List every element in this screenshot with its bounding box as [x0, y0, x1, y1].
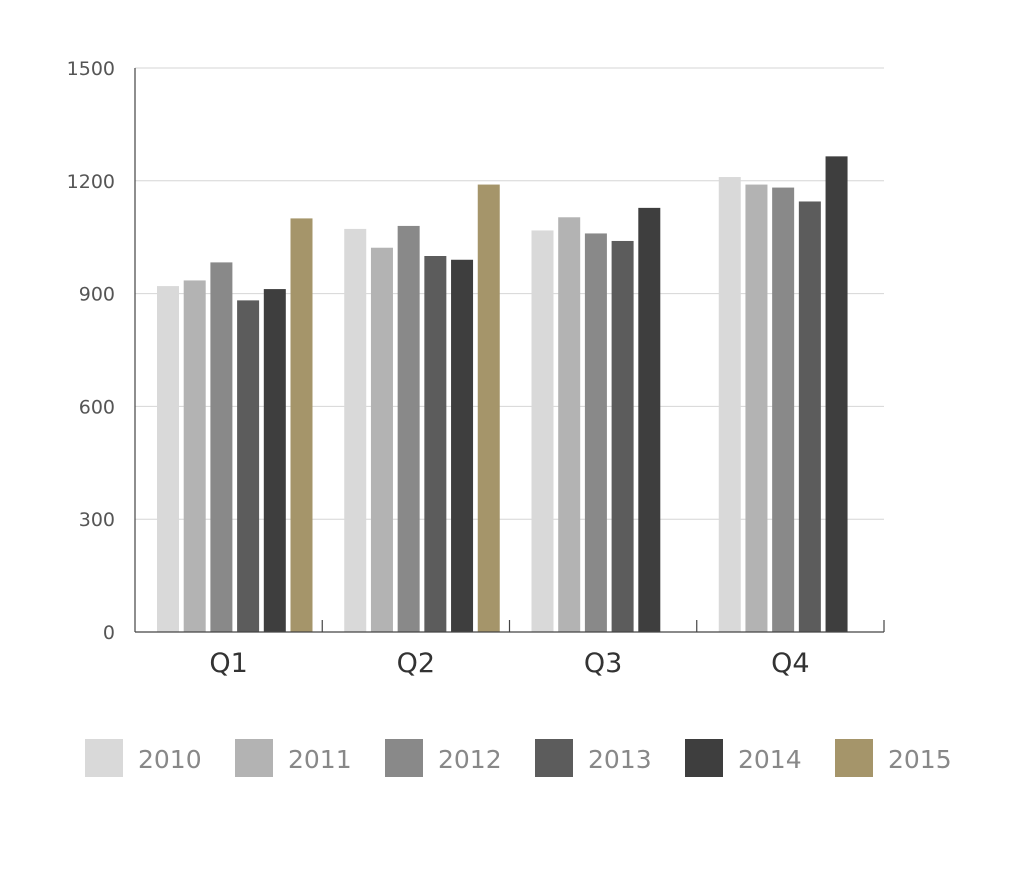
- legend: 2010 2011 2012 2013 2014 2015: [85, 739, 952, 777]
- bar-2011-Q1: [183, 280, 206, 632]
- bar-2012-Q3: [584, 233, 607, 632]
- legend-swatch: [835, 739, 873, 777]
- bar-2013-Q1: [237, 300, 260, 632]
- bar-2011-Q4: [745, 184, 768, 632]
- y-tick-label: 1500: [67, 58, 115, 80]
- legend-label: 2014: [738, 745, 802, 774]
- x-tick-label: Q1: [209, 648, 247, 679]
- bars: [157, 156, 848, 633]
- y-tick-label: 900: [79, 284, 115, 306]
- bar-2010-Q4: [718, 177, 741, 633]
- bar-2013-Q3: [611, 240, 634, 632]
- bar-2012-Q1: [210, 262, 233, 632]
- bar-2014-Q2: [451, 259, 474, 632]
- bar-2012-Q2: [397, 225, 420, 633]
- bar-2010-Q1: [157, 286, 179, 632]
- legend-label: 2012: [438, 745, 502, 774]
- legend-label: 2010: [138, 745, 202, 774]
- legend-item-2010: 2010: [85, 739, 202, 777]
- x-axis-ticks: Q1 Q2 Q3 Q4: [209, 620, 885, 679]
- bar-2010-Q2: [344, 228, 367, 633]
- legend-swatch: [535, 739, 573, 777]
- legend-swatch: [235, 739, 273, 777]
- legend-label: 2015: [888, 745, 952, 774]
- y-axis-ticks: 0 300 600 900 1200 1500: [67, 58, 115, 644]
- legend-item-2013: 2013: [535, 739, 652, 777]
- bar-2011-Q3: [558, 217, 581, 632]
- bar-2014-Q3: [638, 207, 661, 632]
- legend-swatch: [685, 739, 723, 777]
- legend-label: 2013: [588, 745, 652, 774]
- bar-2012-Q4: [772, 187, 795, 632]
- bar-2010-Q3: [531, 230, 554, 632]
- y-tick-label: 600: [79, 396, 115, 418]
- legend-swatch: [385, 739, 423, 777]
- legend-label: 2011: [288, 745, 352, 774]
- legend-item-2014: 2014: [685, 739, 802, 777]
- legend-item-2011: 2011: [235, 739, 352, 777]
- legend-swatch: [85, 739, 123, 777]
- y-tick-label: 0: [103, 622, 115, 644]
- legend-item-2012: 2012: [385, 739, 502, 777]
- bar-2013-Q2: [424, 256, 447, 632]
- legend-item-2015: 2015: [835, 739, 952, 777]
- x-tick-label: Q4: [771, 648, 809, 679]
- bar-2015-Q1: [290, 218, 313, 632]
- y-tick-label: 300: [79, 509, 115, 531]
- x-tick-label: Q2: [397, 648, 435, 679]
- bar-2014-Q4: [825, 156, 848, 633]
- y-tick-label: 1200: [67, 171, 115, 193]
- bar-2014-Q1: [263, 289, 286, 632]
- bar-2015-Q2: [477, 184, 500, 632]
- bar-2013-Q4: [798, 201, 821, 633]
- bar-2011-Q2: [370, 247, 393, 632]
- x-tick-label: Q3: [584, 648, 622, 679]
